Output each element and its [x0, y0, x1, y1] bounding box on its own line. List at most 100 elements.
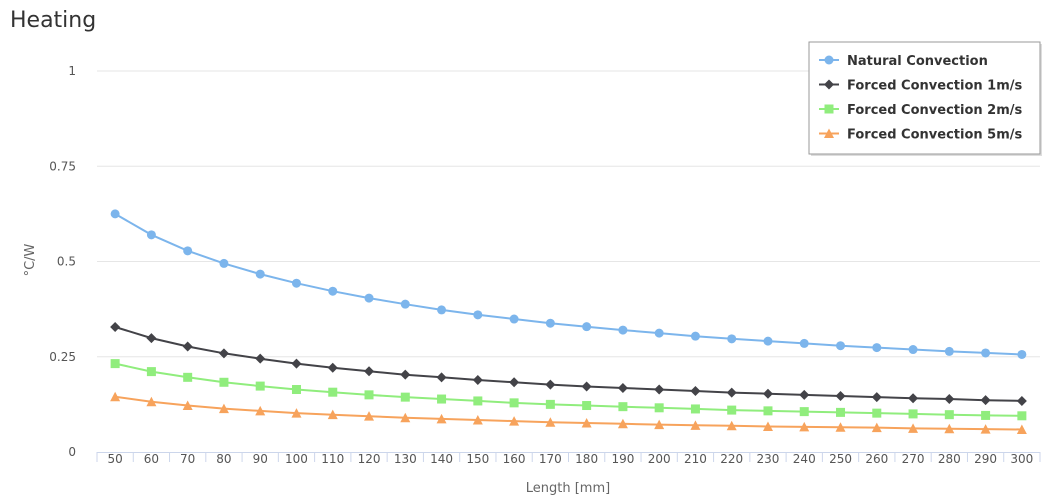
data-point: [799, 407, 809, 417]
y-tick-label: 0.5: [57, 255, 76, 269]
legend[interactable]: Natural Convection Forced Convection 1m/s…: [808, 41, 1042, 156]
data-point: [581, 418, 592, 428]
data-point: [183, 246, 193, 256]
data-point: [762, 388, 773, 399]
x-tick-label: 220: [720, 452, 743, 466]
x-tick-label: 60: [144, 452, 159, 466]
data-point: [110, 391, 121, 402]
data-point: [364, 366, 375, 377]
x-tick-label: 300: [1010, 452, 1033, 466]
legend-item[interactable]: Natural Convection: [819, 54, 988, 69]
data-point: [726, 420, 737, 431]
x-tick-label: 200: [648, 452, 671, 466]
data-point: [908, 409, 918, 419]
gridlines: [97, 70, 1040, 358]
data-point: [473, 310, 483, 320]
data-point: [400, 412, 411, 423]
data-point: [255, 353, 266, 364]
data-point: [291, 408, 302, 418]
data-point: [146, 367, 156, 377]
y-tick-label: 1: [68, 64, 76, 78]
data-point: [980, 424, 991, 434]
series-line: [114, 395, 1022, 431]
legend-label: Forced Convection 2m/s: [847, 103, 1022, 118]
data-point: [436, 413, 447, 424]
data-point: [255, 405, 266, 416]
data-point: [146, 333, 157, 344]
data-point: [437, 305, 447, 315]
data-point: [291, 278, 301, 288]
series-1[interactable]: [110, 209, 1027, 359]
x-tick-label: 260: [865, 452, 888, 466]
data-point: [763, 406, 773, 416]
series-line: [114, 362, 1022, 417]
data-point: [545, 318, 555, 328]
data-point: [436, 372, 447, 383]
data-point: [545, 417, 556, 427]
x-tick-label: 240: [793, 452, 816, 466]
data-point: [146, 396, 157, 407]
data-point: [183, 372, 193, 382]
x-tick-label: 250: [829, 452, 852, 466]
data-point: [582, 322, 592, 332]
data-point: [581, 381, 592, 392]
data-point: [618, 325, 628, 335]
data-point: [218, 403, 229, 414]
legend-marker: [824, 104, 834, 114]
x-tick-label: 230: [757, 452, 780, 466]
x-tick-label: 180: [575, 452, 598, 466]
data-point: [327, 409, 338, 420]
data-point: [327, 362, 338, 373]
data-point: [690, 404, 700, 414]
x-tick-label: 130: [394, 452, 417, 466]
data-point: [509, 416, 520, 426]
legend-item[interactable]: Forced Convection 5m/s: [819, 128, 1022, 143]
legend-marker: [824, 128, 834, 138]
data-point: [617, 382, 628, 393]
data-point: [871, 392, 882, 403]
legend-item[interactable]: Forced Convection 2m/s: [819, 103, 1022, 118]
data-point: [219, 258, 229, 268]
x-tick-label: 160: [503, 452, 526, 466]
legend-label: Natural Convection: [847, 54, 988, 69]
data-point: [582, 401, 592, 411]
x-tick-label: 280: [938, 452, 961, 466]
data-point: [218, 348, 229, 359]
legend-marker: [824, 79, 834, 90]
x-tick-label: 80: [216, 452, 231, 466]
data-point: [908, 393, 919, 404]
data-point: [799, 421, 810, 432]
y-tick-label: 0.75: [49, 159, 76, 173]
data-point: [110, 209, 120, 219]
data-point: [908, 423, 919, 433]
series-2[interactable]: [110, 322, 1027, 406]
data-point: [400, 369, 411, 380]
x-tick-label: 190: [611, 452, 634, 466]
data-point: [727, 334, 737, 344]
data-point: [872, 343, 882, 353]
data-point: [981, 348, 991, 358]
data-point: [509, 377, 520, 388]
data-point: [690, 331, 700, 341]
x-tick-label: 290: [974, 452, 997, 466]
series-3[interactable]: [110, 359, 1027, 421]
data-point: [799, 338, 809, 348]
data-point: [1016, 395, 1027, 406]
data-point: [690, 420, 701, 430]
data-point: [400, 392, 410, 402]
data-point: [654, 419, 665, 430]
data-point: [835, 390, 846, 401]
data-point: [944, 410, 954, 420]
y-axis: 0 0.25 0.5 0.75 1: [49, 64, 76, 459]
data-point: [726, 387, 737, 398]
data-point: [437, 394, 447, 404]
series-4[interactable]: [110, 391, 1027, 435]
data-point: [472, 374, 483, 385]
x-tick-label: 120: [358, 452, 381, 466]
data-point: [944, 346, 954, 356]
data-point: [328, 286, 338, 296]
legend-item[interactable]: Forced Convection 1m/s: [819, 79, 1022, 94]
data-point: [291, 358, 302, 369]
x-tick-label: 70: [180, 452, 195, 466]
